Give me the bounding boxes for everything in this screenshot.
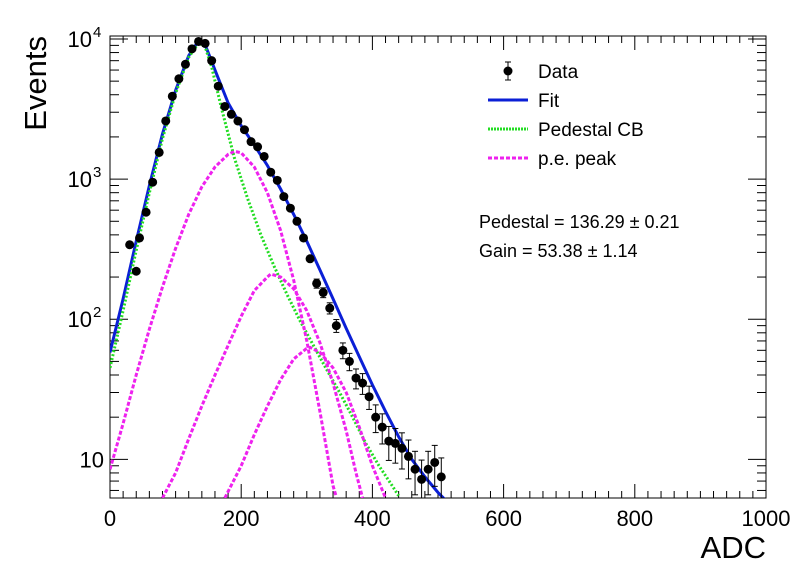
data-point (253, 142, 263, 152)
data-point (371, 412, 381, 422)
y-tick-label: 10 (68, 307, 92, 332)
x-axis-label: ADC (701, 530, 766, 565)
data-point (226, 109, 236, 119)
data-point (259, 151, 269, 161)
legend-label: Data (538, 62, 579, 83)
data-points (125, 36, 446, 499)
pedestal-cb-curve (110, 40, 400, 497)
x-tick-label: 600 (485, 506, 522, 531)
data-point (430, 457, 440, 467)
data-point (148, 177, 158, 187)
data-point (131, 266, 141, 276)
data-point (292, 216, 302, 226)
data-point (207, 56, 217, 66)
data-point (174, 74, 184, 84)
data-point (299, 233, 309, 243)
x-tick-label: 800 (616, 506, 653, 531)
y-tick-exponent: 2 (93, 304, 101, 321)
data-point (279, 192, 289, 202)
data-point (220, 101, 230, 111)
data-point (423, 464, 433, 474)
data-point (377, 422, 387, 432)
x-tick-label: 1000 (742, 506, 791, 531)
curves (110, 38, 446, 498)
annotation-gain: Gain = 53.38 ± 1.14 (479, 241, 638, 261)
y-tick-exponent: 4 (93, 24, 101, 41)
x-tick-label: 0 (104, 506, 116, 531)
data-point (180, 59, 190, 69)
y-tick-label: 10 (68, 167, 92, 192)
data-point (266, 167, 276, 177)
data-point (344, 356, 354, 366)
legend-label: Pedestal CB (538, 120, 644, 141)
data-point (410, 464, 420, 474)
data-point (272, 175, 282, 185)
annotations: Pedestal = 136.29 ± 0.21 Gain = 53.38 ± 1… (479, 212, 680, 261)
data-point (187, 44, 197, 54)
data-point (331, 321, 341, 331)
data-point (403, 451, 413, 461)
data-point (125, 240, 135, 250)
legend: Data Fit Pedestal CB p.e. peak (488, 61, 644, 170)
data-point (135, 233, 145, 243)
data-point (358, 378, 368, 388)
data-point (338, 345, 348, 355)
data-point (390, 438, 400, 448)
data-point (436, 472, 446, 482)
data-point (318, 288, 328, 298)
y-tick-label: 10 (68, 27, 92, 52)
data-point (213, 81, 223, 91)
data-point (351, 373, 361, 383)
data-point (397, 443, 407, 453)
data-point (417, 474, 427, 484)
y-tick-exponent: 3 (93, 164, 101, 181)
data-point (325, 303, 335, 313)
data-point (364, 392, 374, 402)
data-point (200, 38, 210, 48)
x-tick-label: 200 (223, 506, 260, 531)
x-tick-label: 400 (354, 506, 391, 531)
data-point (312, 278, 322, 288)
y-axis-label: Events (18, 36, 53, 131)
pe-peak-curve (161, 272, 365, 498)
legend-label: p.e. peak (538, 149, 617, 170)
legend-label: Fit (538, 91, 560, 112)
data-point (305, 254, 315, 264)
pe-peak-curve (110, 149, 338, 498)
annotation-pedestal: Pedestal = 136.29 ± 0.21 (479, 212, 680, 232)
data-point (239, 125, 249, 135)
pe-peak-curve (223, 345, 387, 498)
data-point (233, 116, 243, 126)
data-point (161, 116, 171, 126)
plot-frame (109, 35, 767, 499)
y-tick-label: 10 (80, 447, 104, 472)
data-point (167, 91, 177, 101)
data-point (285, 203, 295, 213)
data-point (141, 207, 151, 217)
legend-marker (503, 66, 513, 76)
data-point (246, 137, 256, 147)
data-point (154, 147, 164, 157)
